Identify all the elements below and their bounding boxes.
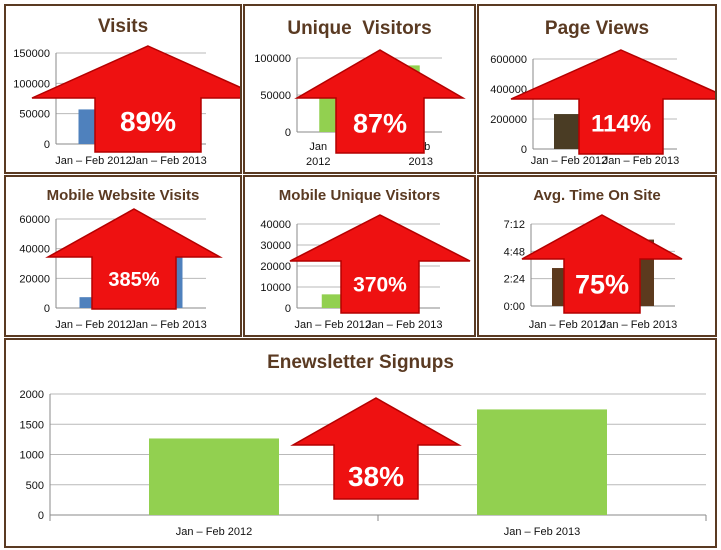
increase-percent-label: 89% — [120, 106, 176, 137]
y-tick-label: 0:00 — [504, 301, 525, 313]
x-category-label: Jan – Feb 2012 — [529, 319, 605, 331]
enewsletter-signups-title: Enewsletter Signups — [267, 352, 454, 373]
enewsletter-signups-chart: 0 500 1000 1500 2000 Jan – Feb 2012 Jan – Feb … — [20, 389, 707, 538]
page-views-title: Page Views — [544, 18, 650, 39]
mobile-unique-visitors-title: Mobile Unique Visitors — [278, 187, 441, 204]
visits-title: Visits — [97, 16, 149, 37]
increase-arrow-icon — [290, 397, 462, 500]
y-tick-label: 200000 — [490, 114, 527, 126]
x-category-label: Jan – Feb 2013 — [601, 319, 677, 331]
increase-percent-label: 75% — [575, 269, 629, 299]
x-category-label: Jan – Feb 2013 — [366, 319, 442, 331]
bar-jan-feb-2013 — [477, 409, 607, 515]
mobile-unique-visitors-panel: Mobile Unique Visitors 0 10000 20000 30000 40… — [243, 175, 476, 337]
visits-panel: Visits 0 50000 100000 150000 Jan – Feb 2012 Ja… — [4, 4, 242, 174]
increase-percent-label: 114% — [591, 110, 651, 137]
x-category-label: Jan – Feb 2012 — [531, 155, 607, 167]
y-tick-label: 600000 — [490, 54, 527, 66]
increase-percent-label: 385% — [108, 269, 159, 291]
y-tick-label: 0 — [38, 510, 44, 522]
y-tick-label: 0 — [285, 127, 291, 139]
y-tick-label: 0 — [285, 303, 291, 315]
increase-arrow-icon — [31, 45, 240, 153]
x-category-label: Jan – Feb 2013 — [603, 155, 679, 167]
x-category-label: Jan – Feb 2012 — [176, 526, 252, 538]
x-category-label: Jan – Feb 2013 — [130, 319, 206, 331]
page-views-panel: Page Views 0 200000 400000 600000 Jan – Feb 2… — [477, 4, 717, 174]
y-tick-label: 30000 — [260, 240, 291, 252]
increase-arrow-icon — [45, 208, 223, 310]
x-category-label: Jan 2012 — [306, 141, 330, 168]
increase-arrow-icon — [289, 214, 471, 314]
y-tick-label: 40000 — [260, 219, 291, 231]
enewsletter-signups-panel: Enewsletter Signups 0 500 1000 1500 2000 Jan –… — [4, 338, 717, 548]
y-tick-label: 1500 — [20, 419, 44, 431]
mobile-website-visits-title: Mobile Website Visits — [46, 187, 200, 204]
avg-time-on-site-title: Avg. Time On Site — [533, 187, 661, 204]
increase-arrow-icon — [521, 214, 683, 314]
x-category-label: Jan – Feb 2013 — [504, 526, 580, 538]
unique-visitors-title: Unique Visitors — [287, 18, 432, 39]
mobile-website-visits-panel: Mobile Website Visits 0 20000 40000 60000 Jan… — [4, 175, 242, 337]
y-tick-label: 0 — [44, 303, 50, 315]
y-tick-label: 150000 — [13, 48, 50, 60]
x-category-label: Jan – Feb 2012 — [295, 319, 371, 331]
x-category-label: Jan – Feb 2012 — [55, 155, 131, 167]
y-tick-label: 20000 — [19, 273, 50, 285]
y-tick-label: 10000 — [260, 282, 291, 294]
unique-visitors-panel: Unique Visitors050000100000Jan2012Feb201… — [243, 4, 476, 174]
y-tick-label: 4:48 — [504, 246, 525, 258]
y-tick-label: 1000 — [20, 450, 44, 462]
y-tick-label: 20000 — [260, 261, 291, 273]
y-tick-label: 50000 — [19, 109, 50, 121]
bar-jan-feb-2012 — [149, 438, 279, 515]
y-tick-label: 40000 — [19, 244, 50, 256]
y-tick-label: 0 — [521, 144, 527, 156]
x-category-label: Jan – Feb 2012 — [55, 319, 131, 331]
y-tick-label: 0 — [44, 139, 50, 151]
increase-percent-label: 38% — [348, 461, 404, 492]
avg-time-on-site-panel: Avg. Time On Site 0:00 2:24 4:48 7:12 Jan – F… — [477, 175, 717, 337]
y-tick-label: 100000 — [13, 78, 50, 90]
increase-percent-label: 87% — [353, 108, 407, 138]
increase-arrow-icon — [294, 49, 466, 154]
x-category-label: Jan – Feb 2013 — [130, 155, 206, 167]
y-tick-label: 400000 — [490, 84, 527, 96]
increase-arrow-icon — [510, 49, 715, 155]
y-tick-label: 100000 — [254, 53, 291, 65]
y-tick-label: 2000 — [20, 389, 44, 401]
y-tick-label: 50000 — [260, 90, 291, 102]
bar-jan-feb-2012 — [321, 294, 344, 308]
y-tick-label: 500 — [26, 480, 44, 492]
increase-percent-label: 370% — [353, 273, 407, 296]
y-tick-label: 60000 — [19, 214, 50, 226]
y-tick-label: 7:12 — [504, 219, 525, 231]
unique-visitors-chart: 050000100000Jan2012Feb201387% — [254, 49, 466, 168]
y-tick-label: 2:24 — [504, 274, 525, 286]
